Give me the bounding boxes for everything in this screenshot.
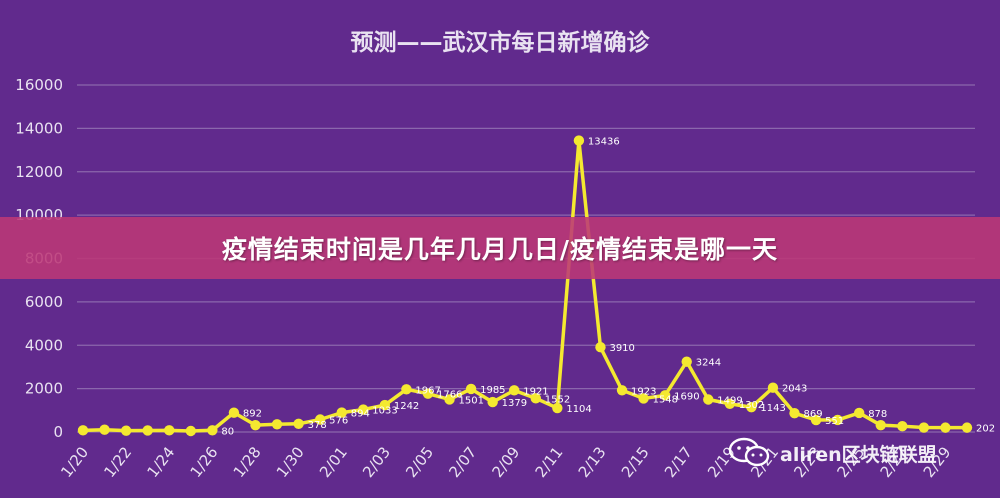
data-point bbox=[595, 342, 606, 353]
data-point bbox=[401, 384, 412, 395]
data-point bbox=[767, 382, 779, 393]
data-point bbox=[509, 385, 520, 396]
data-point bbox=[99, 424, 110, 435]
data-point bbox=[487, 396, 498, 408]
data-label: 576 bbox=[329, 416, 348, 427]
data-label: 1499 bbox=[717, 395, 742, 406]
y-tick-label: 16000 bbox=[15, 76, 63, 94]
data-label: 80 bbox=[221, 426, 234, 437]
data-point bbox=[358, 404, 369, 415]
data-point bbox=[271, 419, 283, 430]
data-point bbox=[918, 422, 930, 433]
data-point bbox=[875, 419, 886, 431]
y-tick-label: 12000 bbox=[15, 163, 63, 181]
data-label: 878 bbox=[868, 409, 887, 420]
data-label: 1501 bbox=[459, 395, 484, 406]
data-label: 1766 bbox=[437, 390, 462, 401]
data-point bbox=[530, 393, 541, 404]
data-point bbox=[142, 425, 153, 436]
watermark: aliren区块链联盟 bbox=[728, 436, 937, 470]
data-point bbox=[379, 399, 391, 411]
data-point bbox=[228, 407, 240, 418]
data-label: 1923 bbox=[631, 386, 656, 397]
data-point bbox=[444, 394, 455, 405]
data-point bbox=[336, 407, 347, 418]
data-label: 1104 bbox=[566, 404, 591, 415]
data-label: 1302 bbox=[739, 400, 764, 411]
data-point bbox=[789, 407, 800, 419]
data-point bbox=[552, 402, 563, 414]
data-label: 13436 bbox=[588, 137, 620, 148]
data-point bbox=[897, 420, 908, 432]
data-point bbox=[681, 356, 692, 367]
y-tick-label: 14000 bbox=[15, 119, 63, 137]
headline-banner: 疫情结束时间是几年几月几日/疫情结束是哪一天 bbox=[0, 217, 1000, 279]
data-point bbox=[293, 418, 304, 430]
data-label: 1985 bbox=[480, 385, 505, 396]
data-label: 1548 bbox=[653, 394, 678, 405]
chart-title: 预测——武汉市每日新增确诊 bbox=[351, 29, 651, 56]
series-points bbox=[77, 135, 973, 437]
wechat-icon bbox=[728, 437, 770, 467]
y-tick-label: 4000 bbox=[25, 336, 63, 354]
data-point bbox=[940, 422, 951, 433]
data-label: 3244 bbox=[696, 358, 721, 369]
data-point bbox=[703, 394, 714, 405]
data-point bbox=[832, 414, 843, 426]
data-point bbox=[185, 425, 197, 437]
data-label: 1143 bbox=[760, 403, 785, 414]
data-label: 2043 bbox=[782, 384, 807, 395]
data-point bbox=[810, 414, 822, 426]
data-label: 892 bbox=[243, 409, 262, 420]
data-label: 1033 bbox=[372, 406, 397, 417]
data-label: 1379 bbox=[502, 398, 527, 409]
data-label: 1552 bbox=[545, 394, 570, 405]
data-point bbox=[422, 388, 434, 399]
y-tick-label: 6000 bbox=[25, 293, 63, 311]
data-point bbox=[638, 393, 649, 404]
data-point bbox=[853, 407, 865, 419]
y-tick-label: 0 bbox=[53, 423, 63, 441]
data-label: 202 bbox=[976, 424, 995, 435]
watermark-text: aliren区块链联盟 bbox=[780, 443, 937, 466]
data-point bbox=[961, 422, 973, 433]
data-point bbox=[314, 414, 326, 425]
data-point bbox=[250, 419, 261, 431]
data-label: 894 bbox=[351, 409, 370, 420]
data-point bbox=[77, 425, 89, 436]
data-point bbox=[659, 390, 671, 401]
headline-text: 疫情结束时间是几年几月几日/疫情结束是哪一天 bbox=[221, 235, 779, 264]
data-point bbox=[120, 425, 132, 436]
data-point bbox=[746, 402, 757, 413]
data-point bbox=[573, 135, 585, 146]
data-point bbox=[465, 383, 477, 395]
data-label: 869 bbox=[804, 409, 823, 420]
data-label: 1967 bbox=[415, 385, 440, 396]
data-label: 1690 bbox=[674, 391, 699, 402]
data-label: 551 bbox=[825, 416, 844, 427]
data-point bbox=[207, 425, 218, 436]
data-label: 1242 bbox=[394, 401, 419, 412]
data-point bbox=[724, 398, 736, 409]
data-point bbox=[164, 425, 175, 436]
data-label: 1921 bbox=[523, 386, 548, 397]
data-label: 378 bbox=[308, 420, 327, 431]
y-tick-label: 2000 bbox=[25, 380, 63, 398]
data-point bbox=[616, 385, 628, 396]
data-label: 3910 bbox=[609, 343, 634, 354]
